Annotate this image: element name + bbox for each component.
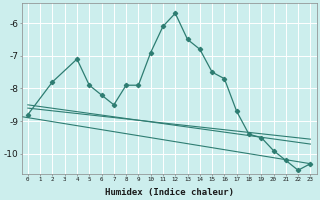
X-axis label: Humidex (Indice chaleur): Humidex (Indice chaleur) [105,188,234,197]
